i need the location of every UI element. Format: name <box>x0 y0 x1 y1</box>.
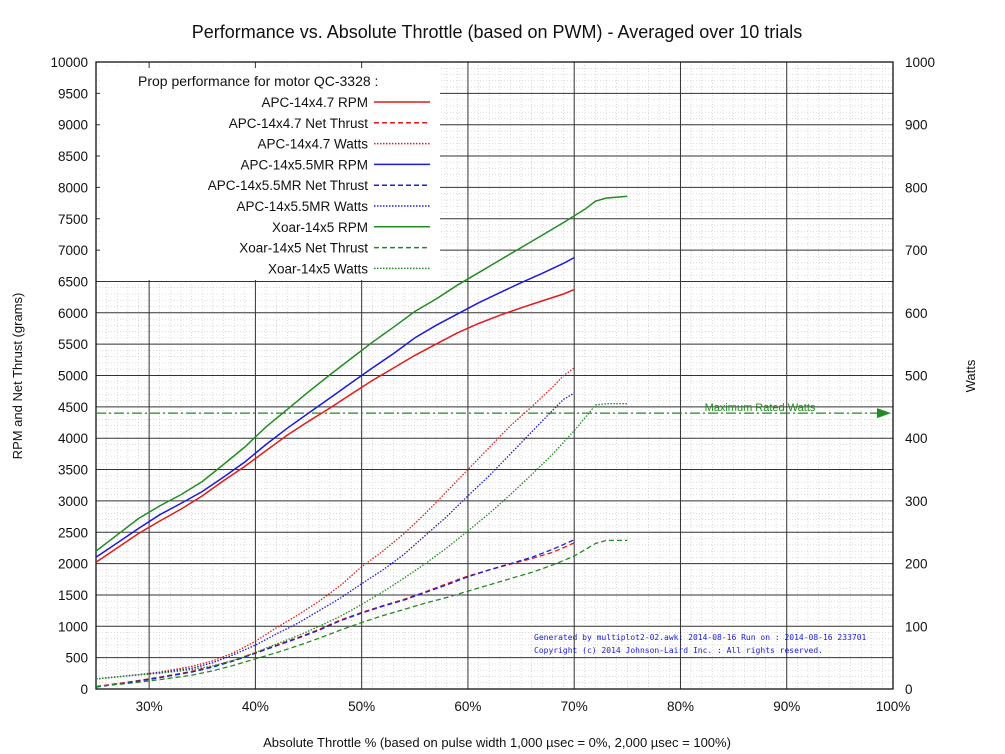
x-tick-label: 100% <box>876 699 911 714</box>
series-line-xoar-14x5-rpm <box>95 195 628 552</box>
y2-tick-label: 700 <box>905 243 928 258</box>
x-axis-label: Absolute Throttle % (based on pulse widt… <box>263 735 731 750</box>
y-tick-label: 5000 <box>58 369 88 384</box>
x-tick-label: 70% <box>561 699 588 714</box>
chart-title: Performance vs. Absolute Throttle (based… <box>192 22 803 42</box>
legend-label: APC-14x4.7 Net Thrust <box>229 116 369 131</box>
legend-label: Xoar-14x5 Watts <box>268 261 368 276</box>
y-tick-label: 7500 <box>58 212 88 227</box>
series-line-xoar-14x5-net-thrust <box>95 539 628 688</box>
y2-axis-label: Watts <box>963 359 978 392</box>
y2-tick-label: 900 <box>905 118 928 133</box>
y-tick-label: 1000 <box>58 619 88 634</box>
y2-tick-label: 600 <box>905 306 928 321</box>
y2-tick-label: 400 <box>905 431 928 446</box>
y2-tick-label: 1000 <box>905 55 935 70</box>
y2-tick-label: 500 <box>905 369 928 384</box>
y2-tick-label: 100 <box>905 619 928 634</box>
footnote-line-2: Copyright (c) 2014 Johnson-Laird Inc. : … <box>534 646 823 655</box>
reference-line-label: Maximum Rated Watts <box>705 402 816 414</box>
x-tick-label: 30% <box>136 699 163 714</box>
y-tick-label: 6500 <box>58 274 88 289</box>
legend-label: APC-14x5.5MR Net Thrust <box>208 178 369 193</box>
x-tick-label: 40% <box>242 699 269 714</box>
legend-label: APC-14x4.7 RPM <box>261 95 368 110</box>
y-tick-label: 9500 <box>58 86 88 101</box>
y2-tick-label: 300 <box>905 494 928 509</box>
x-tick-label: 50% <box>348 699 375 714</box>
x-tick-label: 90% <box>773 699 800 714</box>
y2-tick-label: 0 <box>905 682 913 697</box>
y-tick-label: 4000 <box>58 431 88 446</box>
y-tick-label: 8500 <box>58 149 88 164</box>
series-line-apc-14x5-5mr-watts <box>95 392 575 680</box>
y-tick-label: 7000 <box>58 243 88 258</box>
series-line-apc-14x4-7-net-thrust <box>95 542 575 688</box>
y-tick-label: 0 <box>80 682 88 697</box>
series-line-apc-14x4-7-rpm <box>95 288 575 563</box>
y2-tick-label: 200 <box>905 557 928 572</box>
legend-label: Xoar-14x5 Net Thrust <box>239 241 368 256</box>
legend-label: Xoar-14x5 RPM <box>272 220 368 235</box>
legend-box <box>100 68 440 280</box>
x-tick-label: 80% <box>667 699 694 714</box>
footnote-line-1: Generated by multiplot2-02.awk: 2014-08-… <box>534 633 867 642</box>
legend-label: APC-14x5.5MR Watts <box>236 199 368 214</box>
y-axis-label: RPM and Net Thrust (grams) <box>10 293 25 460</box>
y-tick-label: 8000 <box>58 180 88 195</box>
y-tick-label: 1500 <box>58 588 88 603</box>
y-tick-label: 2000 <box>58 557 88 572</box>
y-tick-label: 3000 <box>58 494 88 509</box>
y-tick-label: 10000 <box>50 55 88 70</box>
series-line-xoar-14x5-watts <box>95 403 628 680</box>
series-line-apc-14x5-5mr-net-thrust <box>95 539 575 688</box>
legend-label: APC-14x5.5MR RPM <box>240 157 368 172</box>
y-tick-label: 4500 <box>58 400 88 415</box>
legend-header: Prop performance for motor QC-3328 : <box>138 73 378 89</box>
y2-tick-label: 800 <box>905 180 928 195</box>
y-tick-label: 6000 <box>58 306 88 321</box>
reference-arrow <box>877 408 891 419</box>
y-tick-label: 3500 <box>58 463 88 478</box>
y-tick-label: 9000 <box>58 118 88 133</box>
y-tick-label: 2500 <box>58 525 88 540</box>
series-line-apc-14x5-5mr-rpm <box>95 256 575 558</box>
legend-label: APC-14x4.7 Watts <box>257 137 368 152</box>
x-tick-label: 60% <box>454 699 481 714</box>
series-line-apc-14x4-7-watts <box>95 367 575 680</box>
y-tick-label: 5500 <box>58 337 88 352</box>
plot-frame <box>95 61 894 690</box>
y-tick-label: 500 <box>65 651 88 666</box>
